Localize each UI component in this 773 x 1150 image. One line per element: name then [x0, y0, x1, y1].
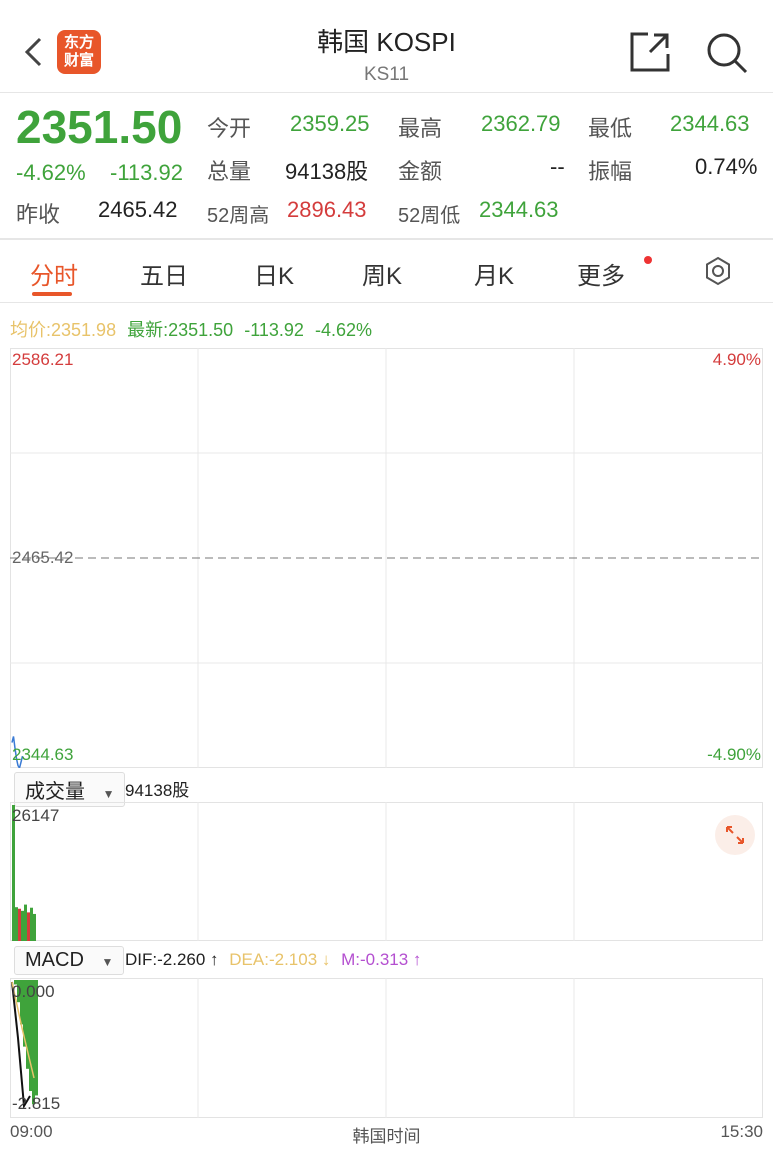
high-label: 最高: [398, 116, 443, 141]
chevron-left-icon: [24, 37, 42, 67]
latest-label: 最新:: [127, 320, 169, 340]
volume-bar: [12, 805, 15, 941]
low-value: 2344.63: [670, 111, 750, 136]
volume-value: 94138股: [285, 159, 369, 184]
amplitude-value: 0.74%: [695, 154, 758, 179]
app-logo: 东方 财富: [57, 30, 101, 74]
dea-line: [11, 981, 35, 1079]
active-tab-indicator: [32, 292, 72, 296]
expand-icon: [726, 826, 744, 844]
macd-bar: [35, 980, 38, 1096]
macd-bar: [32, 980, 35, 1105]
stock-code: KS11: [363, 64, 410, 85]
volume-indicator-select[interactable]: 成交量 ▼: [14, 772, 126, 807]
time-start: 09:00: [10, 1122, 53, 1141]
volume-bar: [18, 908, 21, 941]
price-bottom-label: 2344.63: [12, 745, 74, 764]
avg-value: 2351.98: [51, 320, 117, 340]
open-value: 2359.25: [290, 111, 370, 136]
macd-bottom-label: -2.815: [12, 1094, 61, 1113]
tab-five-day[interactable]: 五日: [140, 263, 188, 290]
share-button[interactable]: [630, 32, 670, 77]
change-pct: -4.62%: [16, 160, 86, 185]
macd-indicator-select[interactable]: MACD ▼: [14, 946, 125, 975]
search-icon: [707, 33, 748, 74]
latest-value: 2351.50: [168, 320, 234, 340]
volume-chart[interactable]: [10, 802, 763, 941]
page-title: 韩国 KOSPI: [317, 27, 456, 57]
macd-dif: DIF:-2.260 ↑: [125, 950, 219, 969]
tab-weekly-k[interactable]: 周K: [362, 263, 403, 290]
w52-low-label: 52周低: [398, 205, 461, 227]
avg-label: 均价:: [10, 320, 52, 340]
macd-bar: [20, 980, 23, 1025]
latest-pct: -4.62%: [314, 320, 372, 340]
macd-chart[interactable]: [10, 978, 763, 1118]
w52-high-label: 52周高: [207, 205, 270, 227]
macd-m: M:-0.313 ↑: [341, 950, 422, 969]
macd-dea: DEA:-2.103 ↓: [229, 950, 331, 969]
price-line: [11, 736, 24, 768]
dropdown-arrow-icon: ▼: [102, 787, 115, 801]
pct-top-label: 4.90%: [712, 350, 761, 369]
macd-bar: [26, 980, 29, 1069]
time-end: 15:30: [720, 1122, 763, 1141]
volume-bar: [21, 910, 24, 941]
volume-total: 94138股: [125, 781, 190, 800]
tab-monthly-k[interactable]: 月K: [474, 263, 515, 290]
macd-select-label: MACD: [25, 949, 84, 971]
amount-value: --: [550, 154, 565, 179]
macd-top-label: 0.000: [12, 982, 55, 1001]
high-value: 2362.79: [481, 111, 561, 136]
macd-bar: [23, 980, 26, 1047]
macd-bar: [14, 980, 17, 985]
price-chart[interactable]: [10, 348, 763, 768]
pct-bottom-label: -4.90%: [707, 745, 761, 764]
latest-change: -113.92: [244, 320, 304, 340]
share-icon: [630, 32, 670, 72]
dropdown-arrow-icon: ▼: [101, 955, 114, 969]
tab-daily-k[interactable]: 日K: [254, 263, 295, 290]
volume-select-label: 成交量: [25, 781, 85, 803]
volume-bar: [15, 907, 18, 941]
current-price: 2351.50: [16, 101, 183, 153]
gear-icon: [706, 256, 730, 286]
open-label: 今开: [207, 116, 252, 141]
w52-low-value: 2344.63: [479, 197, 559, 222]
amount-label: 金额: [398, 159, 443, 184]
macd-values: DIF:-2.260 ↑ DEA:-2.103 ↓ M:-0.313 ↑: [125, 950, 421, 970]
volume-bar: [33, 913, 36, 941]
amplitude-label: 振幅: [588, 159, 633, 184]
prev-close-value: 2465.42: [98, 197, 178, 222]
dif-line: [11, 981, 31, 1110]
low-label: 最低: [588, 116, 633, 141]
settings-button[interactable]: [703, 256, 733, 291]
info-line: 均价:2351.98 最新:2351.50 -113.92 -4.62%: [10, 316, 372, 342]
price-mid-label: 2465.42: [12, 548, 74, 567]
time-axis-label: 韩国时间: [352, 1127, 421, 1146]
volume-label: 总量: [207, 159, 252, 184]
volume-max-label: 26147: [12, 806, 60, 825]
price-top-label: 2586.21: [12, 350, 74, 369]
change-value: -113.92: [110, 160, 183, 185]
macd-bar: [17, 980, 20, 1003]
volume-bar: [24, 904, 27, 941]
notification-dot: [644, 256, 652, 264]
tab-intraday[interactable]: 分时: [30, 263, 78, 290]
volume-bar: [27, 912, 30, 941]
back-button[interactable]: [22, 36, 44, 68]
search-button[interactable]: [706, 32, 748, 79]
expand-button[interactable]: [715, 815, 755, 855]
macd-bar: [29, 980, 32, 1092]
w52-high-value: 2896.43: [287, 197, 367, 222]
prev-close-label: 昨收: [16, 202, 61, 227]
volume-bar: [30, 907, 33, 941]
tab-more[interactable]: 更多: [577, 263, 625, 290]
